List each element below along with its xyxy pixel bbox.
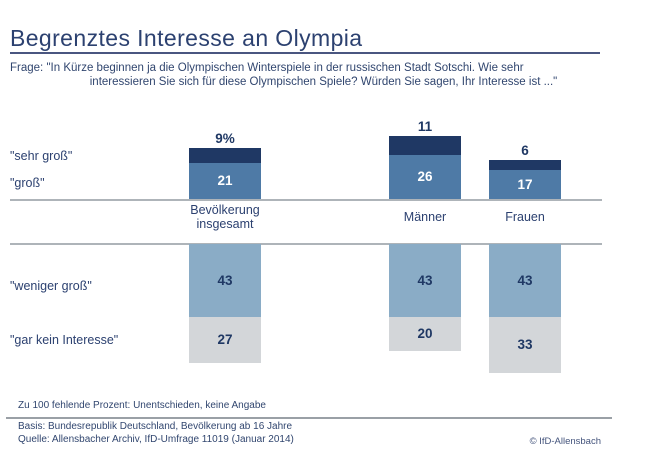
- bar-segment: [389, 317, 461, 351]
- bar-top-label: 11: [417, 119, 433, 134]
- bar-top-label: 9%: [215, 131, 235, 146]
- question-line: Frage: "In Kürze beginnen ja die Olympis…: [10, 61, 602, 75]
- bar-value-label: 17: [517, 176, 533, 192]
- row-label-weniger-gross: "weniger groß": [10, 279, 92, 293]
- bar-segment: [189, 163, 261, 199]
- bar-segment: [489, 317, 561, 373]
- page-title: Begrenztes Interesse an Olympia: [10, 25, 363, 51]
- bar-segment: [189, 244, 261, 317]
- axis-line-bottom: [10, 243, 602, 245]
- row-label-sehr-gross: "sehr groß": [10, 149, 73, 163]
- footer-divider: [6, 417, 612, 419]
- bar-value-label: 43: [517, 272, 533, 288]
- category-label: Männer: [403, 210, 447, 224]
- bar-segment: [489, 170, 561, 199]
- bar-value-label: 21: [217, 173, 233, 188]
- bar-top-label: 6: [521, 143, 529, 158]
- category-label: Bevölkerung insgesamt: [190, 203, 260, 231]
- row-label-gar-kein-interesse: "gar kein Interesse": [10, 333, 119, 347]
- bar-value-label: 26: [417, 169, 433, 184]
- footer-source: Quelle: Allensbacher Archiv, IfD-Umfrage…: [18, 434, 294, 445]
- bar-segment: [189, 148, 261, 163]
- bar-segment: [389, 244, 461, 317]
- axis-line-top: [10, 199, 602, 201]
- bar-value-label: 20: [417, 326, 433, 341]
- footer-basis: Basis: Bundesrepublik Deutschland, Bevöl…: [18, 421, 293, 432]
- bar-value-label: 43: [417, 272, 433, 288]
- title-underline: [10, 52, 600, 54]
- question-text-line-1: "In Kürze beginnen ja die Olympischen Wi…: [46, 62, 524, 74]
- question-label: Frage:: [10, 62, 44, 74]
- bar-segment: [389, 136, 461, 155]
- bar-segment: [489, 244, 561, 317]
- row-label-gross: "groß": [10, 176, 45, 190]
- bar-value-label: 27: [217, 332, 233, 347]
- survey-question: Frage: "In Kürze beginnen ja die Olympis…: [10, 61, 602, 89]
- bar-segment: [189, 317, 261, 363]
- copyright-label: © IfD-Allensbach: [529, 436, 601, 447]
- bar-value-label: 33: [517, 337, 533, 352]
- footer-note: Zu 100 fehlende Prozent: Unentschieden, …: [18, 400, 266, 411]
- question-text-line-2: interessieren Sie sich für diese Olympis…: [89, 76, 558, 88]
- bar-segment: [389, 155, 461, 199]
- bar-segment: [489, 160, 561, 170]
- bar-value-label: 43: [217, 272, 233, 288]
- category-label: Frauen: [505, 210, 545, 224]
